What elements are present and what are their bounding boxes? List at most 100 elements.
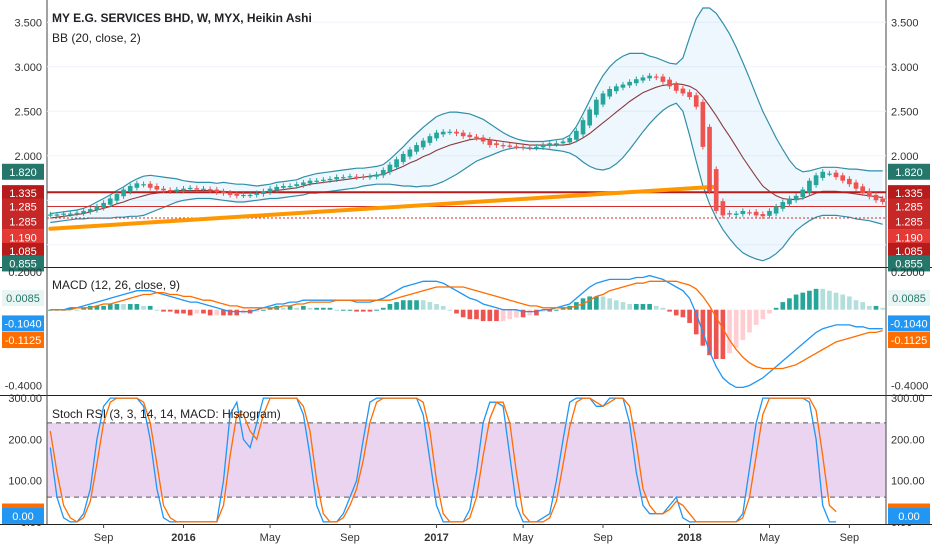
candle-body[interactable] <box>520 146 526 149</box>
candle-body[interactable] <box>327 178 333 181</box>
candle-body[interactable] <box>740 210 746 215</box>
candle-body[interactable] <box>234 194 240 196</box>
candle-body[interactable] <box>294 184 300 187</box>
candle-body[interactable] <box>420 140 426 148</box>
candle-body[interactable] <box>181 188 186 191</box>
candle-body[interactable] <box>827 173 832 175</box>
candle-body[interactable] <box>301 182 306 186</box>
candle-body[interactable] <box>500 145 506 147</box>
candle-body[interactable] <box>527 147 533 149</box>
candle-body[interactable] <box>613 86 619 92</box>
candle-body[interactable] <box>860 186 866 194</box>
candle-body[interactable] <box>247 194 253 197</box>
candle-body[interactable] <box>820 171 826 178</box>
candle-body[interactable] <box>281 186 286 188</box>
candle-body[interactable] <box>494 143 499 146</box>
candle-body[interactable] <box>474 136 479 138</box>
candle-body[interactable] <box>134 183 140 188</box>
candle-body[interactable] <box>507 145 513 147</box>
candle-body[interactable] <box>780 202 786 209</box>
candle-body[interactable] <box>141 184 146 186</box>
candle-body[interactable] <box>653 76 659 78</box>
macd-panel[interactable] <box>0 268 932 395</box>
candle-body[interactable] <box>700 101 706 147</box>
trendline[interactable] <box>48 184 715 231</box>
candle-body[interactable] <box>720 201 726 216</box>
candle-body[interactable] <box>121 189 126 197</box>
candle-body[interactable] <box>427 136 433 143</box>
candle-body[interactable] <box>440 131 446 135</box>
candle-body[interactable] <box>147 183 153 188</box>
candle-body[interactable] <box>307 180 313 184</box>
candle-body[interactable] <box>214 189 220 193</box>
candle-body[interactable] <box>407 149 413 157</box>
candle-body[interactable] <box>554 143 559 145</box>
candle-body[interactable] <box>807 180 812 193</box>
candle-body[interactable] <box>767 210 772 216</box>
candle-body[interactable] <box>467 134 473 138</box>
candle-body[interactable] <box>101 202 106 208</box>
signal-line[interactable] <box>50 280 883 370</box>
candle-body[interactable] <box>241 194 246 197</box>
candle-body[interactable] <box>394 159 399 168</box>
candle-body[interactable] <box>667 79 672 87</box>
candle-body[interactable] <box>367 176 373 178</box>
candle-body[interactable] <box>660 76 666 82</box>
candle-body[interactable] <box>87 209 93 212</box>
candle-body[interactable] <box>600 93 606 105</box>
candle-body[interactable] <box>487 139 493 146</box>
candle-body[interactable] <box>314 180 320 182</box>
candle-body[interactable] <box>753 211 759 216</box>
candle-body[interactable] <box>620 84 626 88</box>
stoch-indicator-label[interactable]: Stoch RSI (3, 3, 14, 14, MACD: Histogram… <box>52 407 281 421</box>
candle-body[interactable] <box>687 92 692 98</box>
bb-indicator-label[interactable]: BB (20, close, 2) <box>52 31 141 45</box>
candle-body[interactable] <box>340 177 346 179</box>
candle-body[interactable] <box>207 189 213 191</box>
candle-body[interactable] <box>567 137 573 143</box>
macd-line[interactable] <box>50 274 883 389</box>
candle-body[interactable] <box>847 178 852 185</box>
candle-body[interactable] <box>547 143 553 146</box>
candle-body[interactable] <box>840 175 846 181</box>
candle-body[interactable] <box>221 191 226 194</box>
candle-body[interactable] <box>813 175 819 186</box>
stoch-d-line[interactable] <box>49 397 837 523</box>
candle-body[interactable] <box>514 146 519 148</box>
candle-body[interactable] <box>454 131 459 134</box>
candle-body[interactable] <box>434 132 439 139</box>
candle-body[interactable] <box>540 145 546 148</box>
candle-body[interactable] <box>707 126 712 192</box>
candle-body[interactable] <box>460 132 466 137</box>
candle-body[interactable] <box>727 213 732 215</box>
candle-body[interactable] <box>347 176 353 178</box>
candle-body[interactable] <box>174 189 180 191</box>
candle-body[interactable] <box>680 88 686 94</box>
candle-body[interactable] <box>880 198 886 203</box>
candle-body[interactable] <box>853 182 859 189</box>
candle-body[interactable] <box>387 164 393 173</box>
candle-body[interactable] <box>833 172 839 178</box>
candle-body[interactable] <box>787 198 792 205</box>
candle-body[interactable] <box>154 186 160 190</box>
candle-body[interactable] <box>287 186 293 188</box>
candle-body[interactable] <box>274 186 280 191</box>
candle-body[interactable] <box>267 188 273 193</box>
candle-body[interactable] <box>673 84 679 91</box>
candle-body[interactable] <box>47 214 53 216</box>
candle-body[interactable] <box>167 190 173 192</box>
candle-body[interactable] <box>480 137 486 142</box>
candle-body[interactable] <box>587 109 593 126</box>
candle-body[interactable] <box>560 141 566 144</box>
candle-body[interactable] <box>254 193 260 195</box>
candle-body[interactable] <box>67 213 73 215</box>
candle-body[interactable] <box>334 177 339 180</box>
candle-body[interactable] <box>187 187 193 190</box>
candle-body[interactable] <box>647 75 652 79</box>
candle-body[interactable] <box>534 146 539 149</box>
candle-body[interactable] <box>54 214 60 216</box>
candle-body[interactable] <box>607 89 612 97</box>
candle-body[interactable] <box>873 194 879 201</box>
candle-body[interactable] <box>760 214 766 217</box>
candle-body[interactable] <box>633 79 639 84</box>
